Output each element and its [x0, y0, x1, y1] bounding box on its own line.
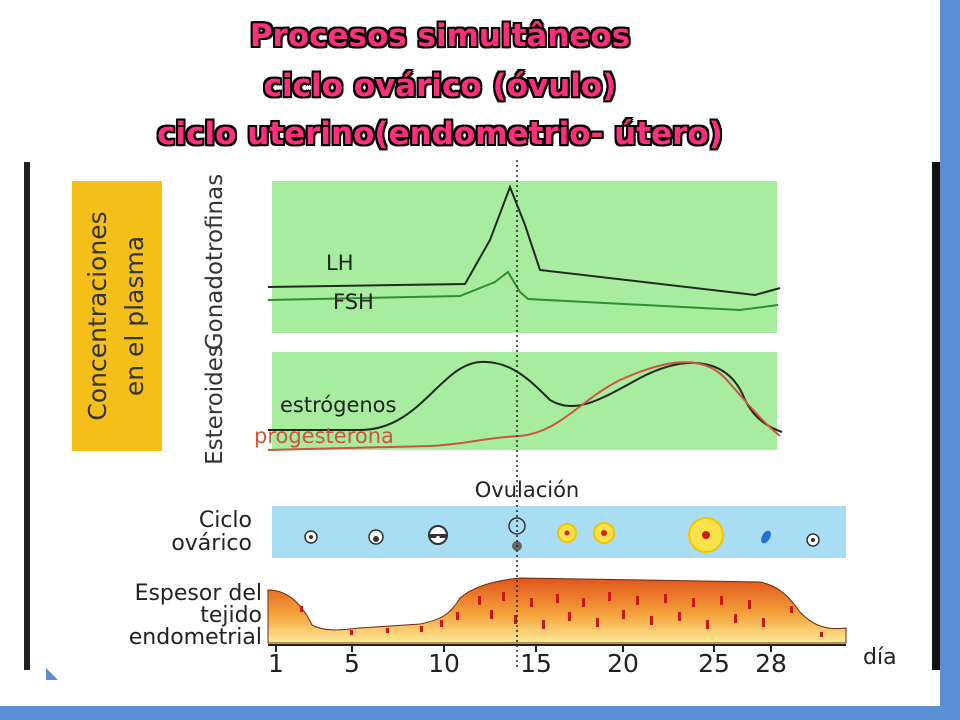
esteroides-panel	[272, 352, 777, 450]
left-divider-bar	[24, 162, 30, 670]
day-axis-ticks	[275, 645, 772, 652]
day-tick-label: 10	[428, 649, 460, 678]
fsh-label: FSH	[333, 290, 374, 314]
day-tick-label: 15	[520, 649, 552, 678]
ovulation-label: Ovulación	[475, 478, 580, 502]
title-line-2: ciclo ovárico (óvulo)	[263, 68, 617, 104]
right-divider-bar	[932, 162, 940, 670]
menstrual-cycle-diagram: Concentraciones en el plasma Gonadotrofi…	[24, 160, 940, 678]
corpus-albicans-icon	[761, 530, 771, 544]
plasma-box-line-2: en el plasma	[120, 236, 149, 396]
endometrium-label-3: endometrial	[129, 625, 262, 650]
plasma-box-line-1: Concentraciones	[83, 211, 112, 420]
day-tick-label: 5	[344, 649, 360, 678]
day-tick-label: 28	[755, 649, 787, 678]
fsh-curve	[267, 270, 779, 312]
corpus-luteum-icon	[557, 523, 577, 543]
corpus-luteum-icon	[688, 517, 724, 553]
day-tick-label: 20	[607, 649, 639, 678]
endometrium-label-2: tejido	[200, 603, 262, 628]
lh-label: LH	[326, 251, 354, 275]
title-line-3: ciclo uterino(endometrio- útero)	[157, 116, 723, 152]
title-line-1: Procesos simultâneos	[249, 18, 631, 54]
estrogen-label: estrógenos	[280, 393, 396, 417]
plasma-concentration-box	[72, 181, 162, 451]
follicle-icon	[806, 533, 820, 547]
corner-triangle-icon	[46, 668, 58, 680]
endometrial-glands	[300, 592, 823, 637]
day-unit-label: día	[863, 645, 897, 670]
follicle-icon	[428, 525, 448, 545]
corpus-luteum-icon	[593, 522, 615, 544]
endometrial-thickness-area	[267, 577, 847, 644]
day-tick-label: 25	[698, 649, 730, 678]
follicle-icon	[304, 530, 318, 544]
follicle-icon	[368, 529, 384, 545]
ovarian-cycle-label-1: Ciclo	[199, 508, 252, 533]
follicle-stages	[304, 517, 820, 553]
progesterone-curve	[267, 361, 781, 451]
endometrium-label-1: Espesor del	[135, 581, 262, 606]
gonadotrofinas-axis-label: Gonadotrofinas	[202, 174, 228, 350]
ovarian-cycle-label-2: ovárico	[171, 531, 252, 556]
esteroides-axis-label: Esteroides	[202, 345, 228, 465]
slide-frame-right	[940, 0, 960, 720]
slide-frame-bottom	[0, 706, 960, 720]
progesterone-label: progesterona	[254, 424, 394, 448]
day-tick-label: 1	[268, 649, 284, 678]
